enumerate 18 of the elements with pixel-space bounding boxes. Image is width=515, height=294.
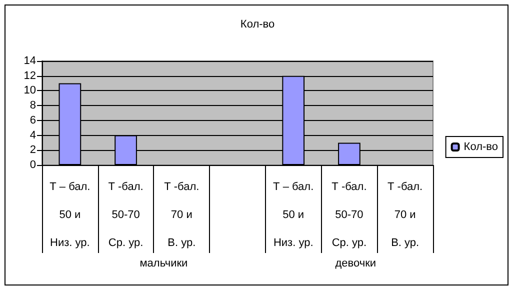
- text: мальчики: [140, 258, 188, 270]
- legend-label: Кол-во: [464, 141, 498, 153]
- category-label: Т – бал. 50 и Низ. ур.: [273, 181, 314, 249]
- y-tick-label: 10: [24, 84, 36, 97]
- category-label: Т -бал. 50-70 Ср. ур.: [108, 181, 144, 249]
- y-tick-label: 8: [30, 100, 36, 112]
- y-tick-label: 6: [30, 114, 36, 126]
- y-tick-label: 14: [24, 55, 36, 67]
- y-tick-label: 0: [30, 159, 36, 171]
- y-tick-label: 2: [30, 144, 36, 156]
- chart-title: Кол-во: [240, 18, 275, 30]
- text: девочки: [335, 258, 376, 270]
- y-tick-label: 4: [30, 129, 36, 142]
- category-label: Т -бал. 70 и В. ур.: [388, 181, 423, 249]
- category-label: Т -бал. 70 и В. ур.: [164, 181, 200, 249]
- y-tick-label: 12: [24, 70, 36, 82]
- category-label: Т -бал. 50-70 Ср. ур.: [332, 181, 367, 249]
- category-label: Т – бал. 50 и Низ. ур.: [50, 181, 90, 249]
